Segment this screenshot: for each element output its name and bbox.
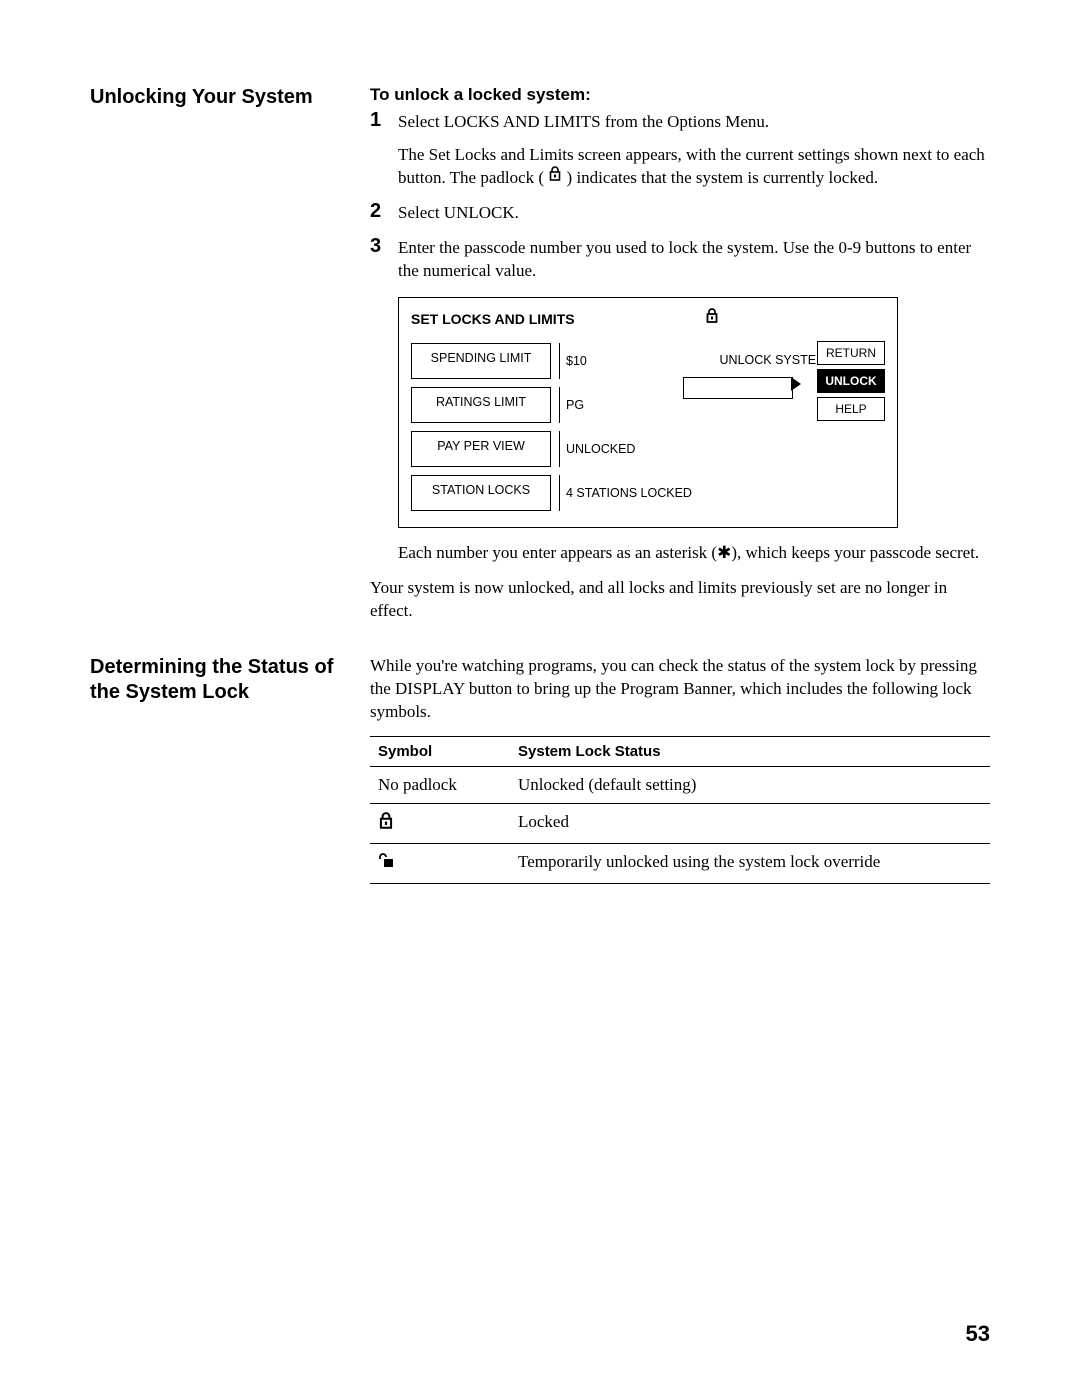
cell-status: Temporarily unlocked using the system lo… <box>510 843 990 883</box>
padlock-closed-icon <box>378 815 394 834</box>
section-heading-unlocking: Unlocking Your System <box>90 85 340 110</box>
step-text: Select UNLOCK. <box>398 202 990 225</box>
left-column: Determining the Status of the System Loc… <box>90 655 340 884</box>
status-table: Symbol System Lock Status No padlock Unl… <box>370 736 990 884</box>
right-column: To unlock a locked system: 1 Select LOCK… <box>370 85 990 635</box>
figure-grid: SPENDING LIMIT $10 UNLOCK SYSTEM RETURN … <box>411 339 885 515</box>
help-button[interactable]: HELP <box>817 397 885 421</box>
page-number: 53 <box>966 1321 990 1347</box>
cell-status: Unlocked (default setting) <box>510 766 990 803</box>
asterisk-icon: ✱ <box>717 543 731 562</box>
step-1: 1 Select LOCKS AND LIMITS from the Optio… <box>370 111 990 190</box>
figure-right-group: UNLOCK SYSTEM RETURN UNLOCK HELP <box>661 339 885 427</box>
table-header-row: Symbol System Lock Status <box>370 736 990 766</box>
figure-title-row: SET LOCKS AND LIMITS <box>411 308 885 329</box>
passcode-input[interactable] <box>683 377 793 399</box>
step-number: 1 <box>370 109 381 132</box>
manual-page: Unlocking Your System To unlock a locked… <box>0 0 1080 944</box>
closing-text: Your system is now unlocked, and all loc… <box>370 577 990 623</box>
section-heading-status: Determining the Status of the System Loc… <box>90 655 340 705</box>
return-button[interactable]: RETURN <box>817 341 885 365</box>
para-part-b: ) indicates that the system is currently… <box>567 168 879 187</box>
pay-per-view-value: UNLOCKED <box>559 431 885 467</box>
section-status: Determining the Status of the System Loc… <box>90 655 990 884</box>
button-stack: RETURN UNLOCK HELP <box>817 341 885 421</box>
left-column: Unlocking Your System <box>90 85 340 635</box>
subheading-unlock: To unlock a locked system: <box>370 85 990 105</box>
section-unlocking: Unlocking Your System To unlock a locked… <box>90 85 990 635</box>
unlock-button[interactable]: UNLOCK <box>817 369 885 393</box>
cell-symbol <box>370 803 510 843</box>
step-number: 2 <box>370 200 381 223</box>
col-status: System Lock Status <box>510 736 990 766</box>
station-locks-value: 4 STATIONS LOCKED <box>559 475 885 511</box>
arrow-right-icon <box>791 377 801 391</box>
after-fig-a: Each number you enter appears as an aste… <box>398 543 717 562</box>
cell-status: Locked <box>510 803 990 843</box>
right-column: While you're watching programs, you can … <box>370 655 990 884</box>
step-para: The Set Locks and Limits screen appears,… <box>398 144 990 191</box>
pay-per-view-button[interactable]: PAY PER VIEW <box>411 431 551 467</box>
table-row: Temporarily unlocked using the system lo… <box>370 843 990 883</box>
figure-title: SET LOCKS AND LIMITS <box>411 311 575 327</box>
step-text: Select LOCKS AND LIMITS from the Options… <box>398 111 990 134</box>
cell-symbol <box>370 843 510 883</box>
step-text: Enter the passcode number you used to lo… <box>398 237 990 283</box>
padlock-open-icon <box>378 855 396 874</box>
padlock-closed-icon <box>548 166 562 189</box>
ratings-limit-value: PG <box>559 387 661 423</box>
step-number: 3 <box>370 235 381 258</box>
after-figure-text: Each number you enter appears as an aste… <box>398 542 990 565</box>
table-row: No padlock Unlocked (default setting) <box>370 766 990 803</box>
status-intro: While you're watching programs, you can … <box>370 655 990 724</box>
ratings-limit-button[interactable]: RATINGS LIMIT <box>411 387 551 423</box>
padlock-closed-icon <box>705 308 719 329</box>
step-2: 2 Select UNLOCK. <box>370 202 990 225</box>
figure-set-locks: SET LOCKS AND LIMITS SPENDING LIMIT $10 <box>398 297 898 528</box>
figure-box: SET LOCKS AND LIMITS SPENDING LIMIT $10 <box>398 297 898 528</box>
spending-limit-value: $10 <box>559 343 661 379</box>
after-fig-b: ), which keeps your passcode secret. <box>731 543 979 562</box>
step-3: 3 Enter the passcode number you used to … <box>370 237 990 283</box>
steps-list: 1 Select LOCKS AND LIMITS from the Optio… <box>370 111 990 283</box>
cell-symbol: No padlock <box>370 766 510 803</box>
station-locks-button[interactable]: STATION LOCKS <box>411 475 551 511</box>
col-symbol: Symbol <box>370 736 510 766</box>
table-row: Locked <box>370 803 990 843</box>
spending-limit-button[interactable]: SPENDING LIMIT <box>411 343 551 379</box>
